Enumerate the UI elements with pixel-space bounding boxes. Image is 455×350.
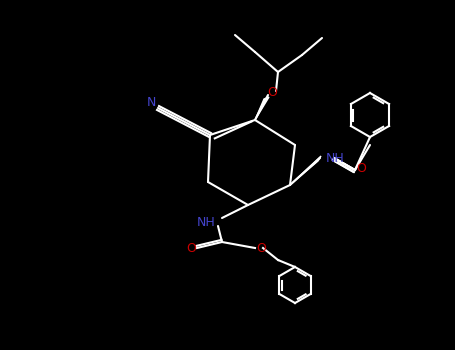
Text: N: N — [147, 97, 156, 110]
Polygon shape — [255, 97, 269, 120]
Text: O: O — [356, 161, 366, 175]
Text: NH: NH — [197, 216, 216, 229]
Polygon shape — [290, 156, 321, 185]
Text: O: O — [256, 241, 266, 254]
Text: NH: NH — [326, 152, 345, 164]
Text: O: O — [267, 86, 277, 99]
Text: O: O — [186, 241, 196, 254]
